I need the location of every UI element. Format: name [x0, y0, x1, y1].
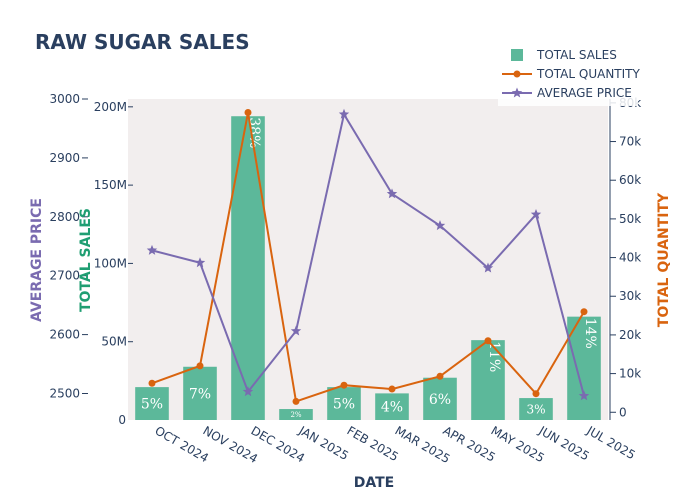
- legend-marker-average-price: [511, 87, 523, 98]
- bars-layer: [135, 116, 601, 420]
- x-tick-7: MAY 2025: [489, 423, 547, 465]
- average-price-point-1: [194, 257, 206, 268]
- total-quantity-point-9: [580, 308, 588, 316]
- total-quantity-axis-title: TOTAL QUANTITY: [656, 192, 672, 327]
- total-quantity-tick-2: 20k: [619, 328, 641, 342]
- total-quantity-tick-6: 60k: [619, 173, 641, 187]
- average-price-tick-3: 2800: [49, 210, 80, 224]
- legend-swatch-total-sales: [511, 49, 523, 61]
- average-price-point-7: [482, 262, 494, 273]
- legend-label-2: AVERAGE PRICE: [537, 86, 632, 100]
- legend: TOTAL SALES TOTAL QUANTITY AVERAGE PRICE: [498, 44, 640, 106]
- chart-title: RAW SUGAR SALES: [35, 30, 250, 54]
- bar-label-0: 5%: [141, 396, 163, 412]
- x-tick-9: JUL 2025: [584, 423, 638, 462]
- total-quantity-tick-3: 30k: [619, 289, 641, 303]
- total-quantity-point-0: [148, 379, 156, 387]
- total-quantity-point-7: [484, 337, 492, 345]
- total-quantity-tick-5: 50k: [619, 212, 641, 226]
- total-quantity-axis: 010k20k30k40k50k60k70k80k: [609, 96, 641, 420]
- bar-5: [375, 393, 409, 420]
- bar-1: [183, 366, 217, 420]
- bar-3: [279, 409, 313, 420]
- total-quantity-point-5: [388, 385, 396, 393]
- average-price-tick-1: 2600: [49, 328, 80, 342]
- average-price-tick-5: 3000: [49, 92, 80, 106]
- bar-8: [519, 398, 553, 420]
- average-price-tick-2: 2700: [49, 269, 80, 283]
- average-price-point-6: [434, 220, 446, 231]
- average-price-axis-title: AVERAGE PRICE: [29, 198, 45, 322]
- average-price-tick-4: 2900: [49, 151, 80, 165]
- legend-label-0: TOTAL SALES: [536, 48, 617, 62]
- x-tick-4: FEB 2025: [345, 423, 401, 464]
- legend-marker-total-quantity: [513, 70, 521, 78]
- total-sales-tick-0: 0: [118, 413, 126, 427]
- total-quantity-line: [151, 112, 585, 403]
- bar-label-4: 5%: [333, 396, 355, 412]
- total-sales-tick-2: 100M: [94, 256, 127, 270]
- total-quantity-point-1: [196, 362, 204, 370]
- bar-2: [231, 116, 265, 420]
- average-price-point-0: [146, 244, 158, 255]
- average-price-point-5: [386, 188, 398, 199]
- x-axis-title: DATE: [354, 475, 394, 491]
- bar-label-5: 4%: [381, 400, 403, 416]
- bar-label-6: 6%: [429, 392, 451, 408]
- total-quantity-tick-4: 40k: [619, 251, 641, 265]
- total-sales-axis-title: TOTAL SALES: [78, 208, 94, 312]
- legend-label-1: TOTAL QUANTITY: [536, 67, 640, 81]
- average-price-line: [151, 111, 585, 397]
- total-quantity-point-3: [292, 397, 300, 405]
- total-sales-tick-4: 200M: [94, 100, 127, 114]
- bar-0: [135, 387, 169, 420]
- total-quantity-tick-1: 10k: [619, 367, 641, 381]
- bar-label-8: 3%: [526, 402, 545, 416]
- total-quantity-tick-0: 0: [619, 405, 627, 419]
- bar-label-1: 7%: [189, 386, 211, 402]
- bar-label-7: 11%: [486, 341, 502, 372]
- average-price-point-3: [290, 325, 302, 336]
- bar-labels-layer: 5%7%38%2%5% 4% 6%11%3%14%: [141, 117, 598, 419]
- average-price-axis: 2500 2600 2700 2800 2900 3000: [49, 92, 88, 400]
- total-quantity-point-2: [244, 109, 252, 117]
- total-quantity-point-6: [436, 372, 444, 380]
- total-sales-tick-3: 150M: [94, 178, 127, 192]
- total-sales-axis: 0 50M 100M 150M 200M: [94, 100, 133, 427]
- total-quantity-point-8: [532, 390, 540, 398]
- total-quantity-tick-7: 70k: [619, 135, 641, 149]
- average-price-point-9: [578, 390, 590, 401]
- bar-6: [423, 377, 457, 420]
- average-price-tick-0: 2500: [49, 386, 80, 400]
- x-tick-0: OCT 2024: [153, 423, 212, 465]
- total-quantity-point-4: [340, 381, 348, 389]
- lines-layer: [146, 108, 590, 405]
- average-price-point-8: [530, 208, 542, 219]
- average-price-point-4: [338, 108, 350, 119]
- x-tick-2: DEC 2024: [249, 423, 308, 465]
- bar-4: [327, 387, 361, 420]
- bar-label-3: 2%: [290, 411, 301, 419]
- average-price-point-2: [242, 386, 254, 397]
- total-sales-tick-1: 50M: [101, 335, 127, 349]
- bar-9: [567, 316, 601, 420]
- bar-label-9: 14%: [582, 318, 598, 349]
